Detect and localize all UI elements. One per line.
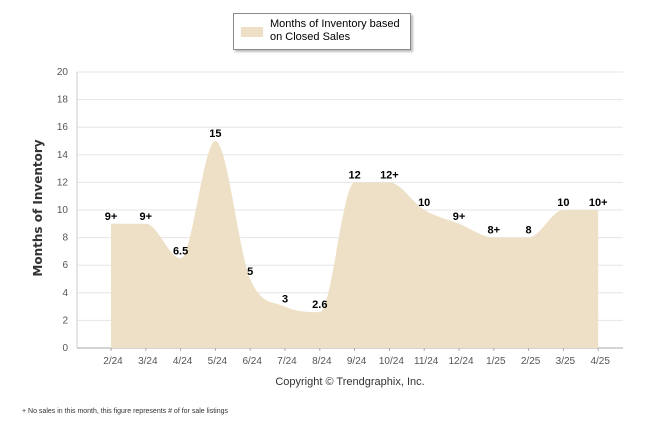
data-label: 9+ — [105, 211, 118, 223]
x-tick-label: 2/25 — [521, 356, 541, 367]
data-label: 5 — [247, 266, 253, 278]
x-tick-label: 5/24 — [208, 356, 228, 367]
x-tick-label: 1/25 — [486, 356, 506, 367]
y-tick-label: 16 — [57, 122, 69, 133]
data-label: 12 — [348, 169, 360, 181]
series-area — [111, 141, 599, 348]
y-tick-label: 10 — [57, 205, 69, 216]
y-tick-label: 4 — [62, 288, 68, 299]
x-tick-label: 2/24 — [103, 356, 123, 367]
x-tick-label: 4/25 — [590, 356, 610, 367]
footnote: + No sales in this month, this figure re… — [22, 408, 229, 415]
data-label: 9+ — [453, 211, 466, 223]
y-tick-label: 20 — [57, 67, 69, 78]
y-axis-label: Months of Inventory — [31, 139, 45, 277]
x-tick-label: 10/24 — [379, 356, 404, 367]
copyright-text: Copyright © Trendgraphix, Inc. — [275, 376, 425, 388]
x-tick-label: 12/24 — [448, 356, 473, 367]
x-tick-label: 7/24 — [277, 356, 297, 367]
x-axis: 2/24 3/24 4/24 5/24 6/24 7/24 8/24 9/24 10/24 11/… — [77, 347, 623, 367]
x-tick-label: 8/24 — [312, 356, 332, 367]
data-label: 10 — [418, 197, 430, 209]
x-tick-label: 9/24 — [347, 356, 367, 367]
x-tick-label: 4/24 — [173, 356, 193, 367]
y-tick-label: 18 — [57, 95, 69, 106]
data-label: 3 — [282, 294, 288, 306]
y-tick-label: 2 — [62, 315, 68, 326]
data-label: 2.6 — [312, 299, 327, 311]
data-label: 9+ — [140, 211, 153, 223]
y-axis: 0 2 4 6 8 10 12 14 16 18 20 — [57, 67, 78, 354]
y-tick-label: 6 — [62, 260, 68, 271]
legend-swatch — [241, 27, 263, 37]
y-tick-label: 12 — [57, 177, 69, 188]
x-tick-label: 11/24 — [414, 356, 439, 367]
y-tick-label: 14 — [57, 150, 69, 161]
data-label: 10 — [557, 197, 569, 209]
x-tick-label: 3/24 — [138, 356, 158, 367]
data-label: 10+ — [589, 197, 608, 209]
data-labels: 9+ 9+ 6.5 15 5 3 2.6 12 12+ 10 9+ 8+ 8 10 10+ — [105, 128, 608, 311]
legend: Months of Inventory based on Closed Sale… — [233, 13, 411, 50]
x-tick-label: 3/25 — [556, 356, 576, 367]
data-label: 12+ — [380, 169, 399, 181]
data-label: 15 — [209, 128, 221, 140]
y-tick-label: 8 — [62, 233, 68, 244]
legend-label: Months of Inventory based on Closed Sale… — [270, 18, 400, 43]
data-label: 6.5 — [173, 245, 188, 257]
x-tick-label: 6/24 — [242, 356, 262, 367]
data-label: 8+ — [488, 225, 501, 237]
y-tick-label: 0 — [62, 343, 68, 354]
data-label: 8 — [526, 225, 532, 237]
series-area-fill — [111, 141, 599, 348]
